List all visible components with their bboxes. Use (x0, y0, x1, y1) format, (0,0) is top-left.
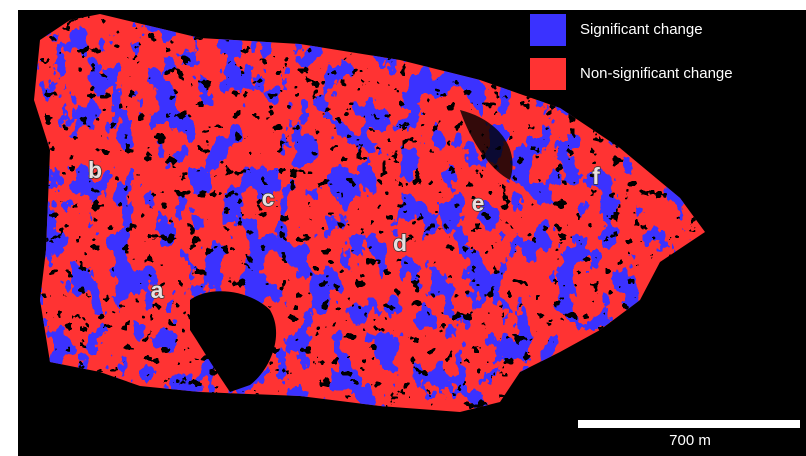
region-label: b (88, 157, 102, 183)
legend-label: Significant change (580, 21, 703, 38)
legend-label: Non-significant change (580, 65, 733, 82)
region-label: e (472, 190, 485, 216)
scale-bar-label: 700 m (669, 432, 711, 449)
scale-bar (578, 420, 800, 428)
legend-swatch (530, 14, 566, 46)
region-label: f (592, 163, 600, 189)
region-label: c (262, 185, 275, 211)
region-label: a (151, 277, 164, 303)
figure: Significant change Non-significant change… (0, 0, 806, 456)
region-label: d (393, 230, 407, 256)
legend-swatch (530, 58, 566, 90)
